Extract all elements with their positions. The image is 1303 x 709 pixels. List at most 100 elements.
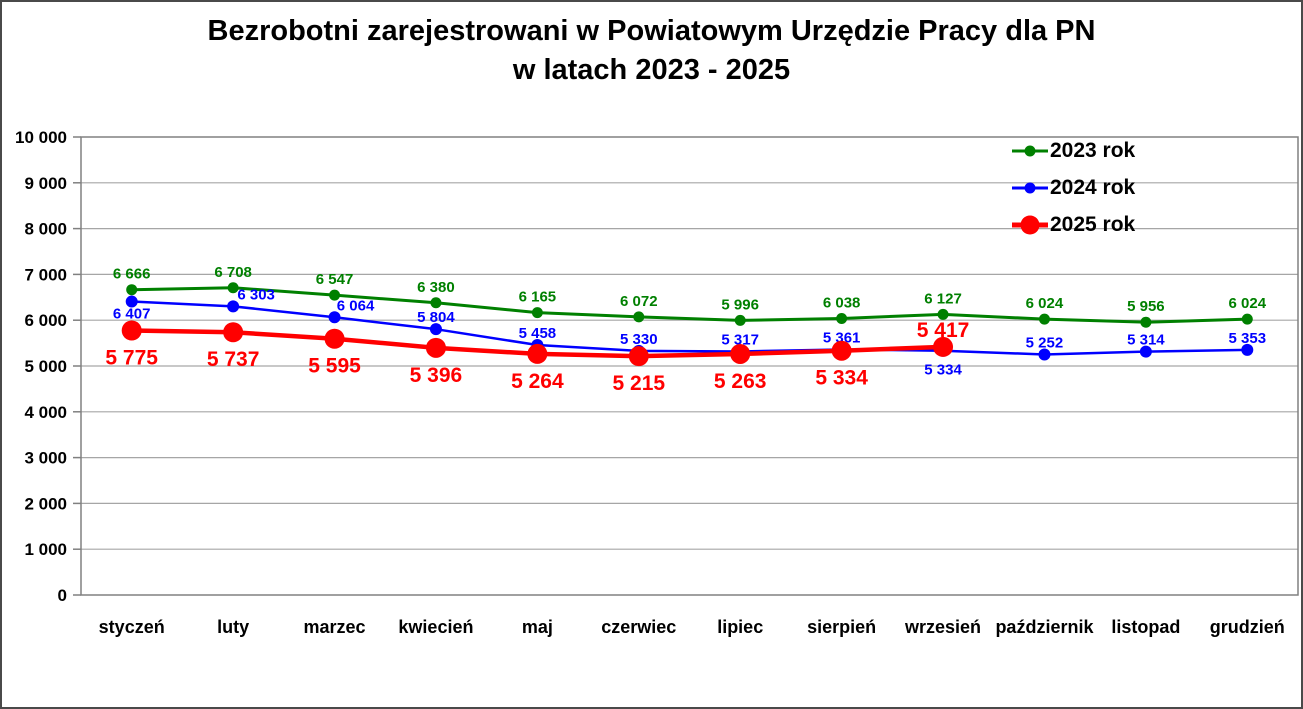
- legend-item-2023: 2023 rok: [1012, 132, 1135, 169]
- y-axis-label: 7 000: [24, 265, 67, 284]
- y-axis-label: 1 000: [24, 540, 67, 559]
- data-label-2023-rok: 5 996: [721, 296, 759, 313]
- data-point-2024-rok: [1139, 345, 1152, 358]
- data-point-2025-rok: [324, 328, 345, 349]
- data-point-2025-rok: [527, 343, 548, 364]
- legend-label-2023: 2023 rok: [1050, 138, 1136, 162]
- x-axis-label: kwiecień: [398, 617, 473, 637]
- y-axis-label: 0: [58, 586, 67, 605]
- data-label-2024-rok: 5 317: [721, 331, 759, 348]
- data-label-2024-rok: 6 407: [113, 306, 151, 323]
- plot-border: [80, 136, 1299, 596]
- legend-dot-icon: [1020, 215, 1040, 234]
- y-axis-label: 5 000: [24, 357, 67, 376]
- data-label-2025-rok: 5 215: [613, 372, 666, 395]
- data-label-2023-rok: 6 072: [620, 293, 658, 310]
- data-point-2023-rok: [937, 308, 949, 320]
- x-axis-label: styczeń: [99, 617, 165, 637]
- data-point-2023-rok: [531, 307, 543, 319]
- data-label-2024-rok: 6 303: [237, 286, 275, 303]
- data-label-2024-rok: 5 330: [620, 331, 658, 348]
- data-point-2023-rok: [734, 314, 746, 326]
- x-axis-label: październik: [995, 617, 1094, 637]
- data-label-2023-rok: 6 547: [316, 271, 354, 288]
- legend-marker-2024: [1012, 178, 1048, 198]
- legend-label-2024: 2024 rok: [1050, 175, 1136, 199]
- data-label-2024-rok: 5 361: [823, 329, 861, 346]
- legend-marker-2025: [1012, 215, 1048, 235]
- x-axis-label: wrzesień: [904, 617, 981, 637]
- legend-dot-icon: [1024, 182, 1036, 193]
- data-point-2023-rok: [836, 312, 848, 324]
- data-label-2024-rok: 5 353: [1229, 330, 1267, 347]
- y-axis-label: 6 000: [24, 311, 67, 330]
- data-label-2023-rok: 6 024: [1026, 295, 1064, 312]
- data-point-2023-rok: [126, 284, 138, 296]
- x-axis-label: lipiec: [717, 617, 763, 637]
- data-label-2023-rok: 6 708: [214, 264, 252, 281]
- data-label-2023-rok: 6 127: [924, 290, 962, 307]
- data-label-2023-rok: 6 165: [519, 289, 557, 306]
- data-point-2023-rok: [1038, 313, 1050, 325]
- data-point-2024-rok: [227, 300, 240, 313]
- data-point-2025-rok: [933, 336, 954, 357]
- y-axis-label: 8 000: [24, 220, 67, 239]
- x-axis-label: listopad: [1111, 617, 1180, 637]
- data-point-2023-rok: [1241, 313, 1253, 325]
- x-axis-label: grudzień: [1210, 617, 1285, 637]
- series-line-2024-rok: [131, 300, 1248, 356]
- legend-item-2024: 2024 rok: [1012, 169, 1135, 206]
- x-axis-label: sierpień: [807, 617, 876, 637]
- x-axis-label: marzec: [304, 617, 366, 637]
- data-point-2025-rok: [223, 322, 244, 343]
- data-label-2024-rok: 5 314: [1127, 332, 1165, 349]
- data-label-2025-rok: 5 334: [815, 367, 868, 390]
- y-axis-label: 10 000: [15, 128, 67, 147]
- data-label-2024-rok: 5 458: [519, 325, 557, 342]
- series-line-2023-rok: [131, 286, 1248, 324]
- data-point-2025-rok: [121, 320, 142, 341]
- data-point-2023-rok: [1140, 316, 1152, 328]
- data-label-2025-rok: 5 737: [207, 348, 260, 371]
- data-point-2024-rok: [125, 295, 138, 308]
- y-axis-label: 4 000: [24, 403, 67, 422]
- legend: 2023 rok 2024 rok 2025 rok: [1012, 132, 1135, 243]
- legend-dot-icon: [1024, 145, 1036, 156]
- data-label-2023-rok: 5 956: [1127, 298, 1165, 315]
- chart-title: Bezrobotni zarejestrowani w Powiatowym U…: [2, 12, 1301, 90]
- chart-title-line1: Bezrobotni zarejestrowani w Powiatowym U…: [207, 15, 1096, 47]
- data-point-2024-rok: [328, 311, 341, 324]
- data-point-2023-rok: [633, 311, 645, 323]
- data-point-2023-rok: [227, 282, 239, 294]
- x-axis-label: luty: [217, 617, 249, 637]
- data-label-2023-rok: 6 024: [1229, 295, 1267, 312]
- legend-item-2025: 2025 rok: [1012, 206, 1135, 243]
- data-label-2025-rok: 5 595: [308, 355, 361, 378]
- data-point-2025-rok: [831, 340, 852, 361]
- data-point-2025-rok: [425, 337, 446, 358]
- y-axis-label: 9 000: [24, 174, 67, 193]
- data-label-2025-rok: 5 264: [511, 370, 564, 393]
- data-point-2023-rok: [329, 289, 341, 301]
- data-label-2025-rok: 5 775: [105, 347, 158, 370]
- data-point-2023-rok: [430, 297, 442, 309]
- data-label-2024-rok: 5 252: [1026, 334, 1064, 351]
- data-label-2023-rok: 6 380: [417, 279, 455, 296]
- data-label-2025-rok: 5 263: [714, 370, 767, 393]
- data-label-2025-rok: 5 417: [917, 319, 970, 342]
- data-point-2024-rok: [429, 323, 442, 336]
- data-point-2025-rok: [628, 346, 649, 367]
- data-point-2024-rok: [1038, 348, 1051, 361]
- data-label-2023-rok: 6 038: [823, 294, 861, 311]
- data-point-2024-rok: [1241, 343, 1254, 356]
- y-axis-label: 3 000: [24, 449, 67, 468]
- legend-marker-2023: [1012, 141, 1048, 161]
- x-axis-label: czerwiec: [601, 617, 676, 637]
- data-label-2024-rok: 5 804: [417, 309, 455, 326]
- legend-label-2025: 2025 rok: [1050, 212, 1136, 236]
- data-point-2025-rok: [730, 343, 751, 364]
- y-axis-label: 2 000: [24, 494, 67, 513]
- chart-title-line2: w latach 2023 - 2025: [512, 54, 791, 86]
